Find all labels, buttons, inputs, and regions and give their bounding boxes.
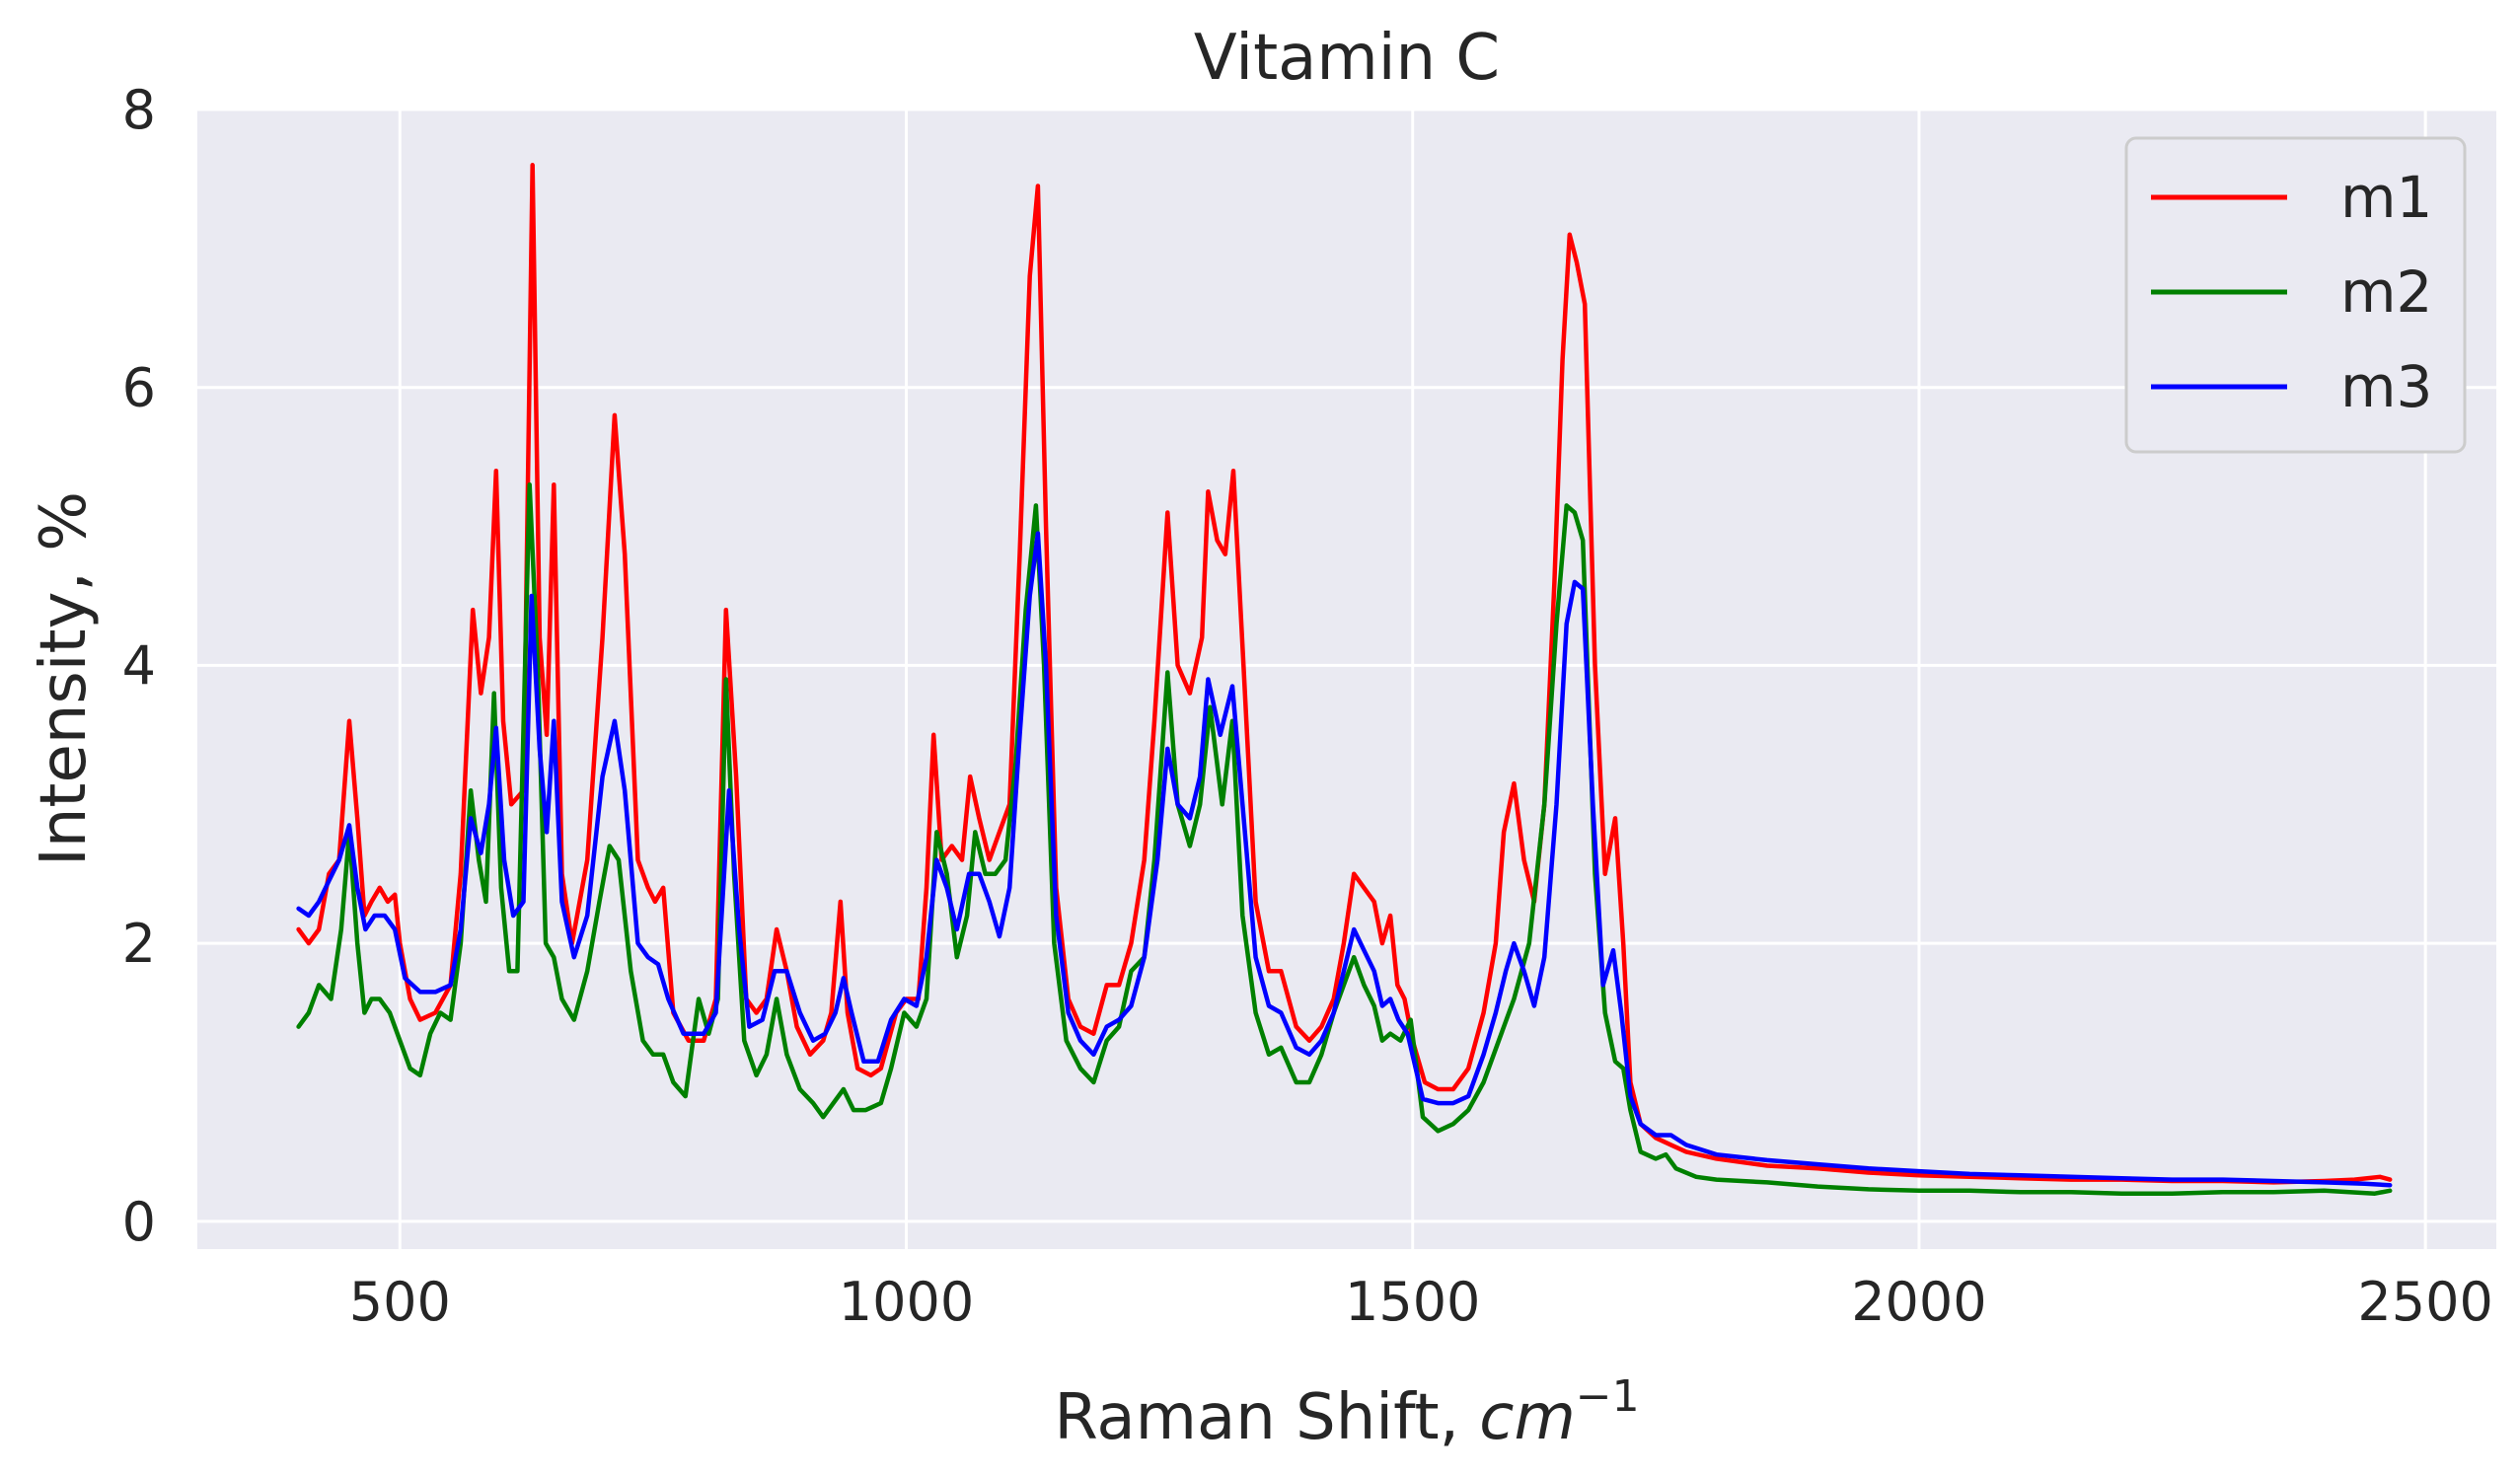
chart-title: Vitamin C [1194, 22, 1500, 95]
legend-label-m3: m3 [2340, 353, 2432, 420]
y-tick-label: 2 [122, 913, 156, 975]
y-tick-label: 4 [122, 634, 156, 697]
y-axis-ticks: 0 2 4 6 8 [122, 79, 156, 1253]
series-line-m1 [296, 163, 2393, 1185]
x-tick-label: 1000 [839, 1271, 974, 1333]
legend-box [2124, 136, 2467, 454]
legend-label-m1: m1 [2340, 164, 2432, 231]
y-tick-label: 0 [122, 1191, 156, 1253]
x-tick-label: 500 [349, 1271, 451, 1333]
x-axis-title-exponent: −1 [1576, 1371, 1640, 1422]
y-axis-title: Intensity, % [28, 491, 101, 866]
x-tick-label: 2500 [2357, 1271, 2492, 1333]
x-axis-title-text: Raman Shift, [1054, 1381, 1459, 1454]
x-axis-ticks: 500 1000 1500 2000 2500 [349, 1271, 2493, 1333]
x-tick-label: 1500 [1345, 1271, 1480, 1333]
series-layer [296, 163, 2393, 1196]
y-tick-label: 8 [122, 79, 156, 141]
series-line-m3 [296, 531, 2393, 1188]
legend-label-m2: m2 [2340, 258, 2432, 326]
x-axis-title: Raman Shift, cm−1 [1054, 1371, 1639, 1454]
grid-lines [197, 108, 2496, 1249]
y-tick-label: 6 [122, 357, 156, 419]
plot-area-background [197, 110, 2496, 1249]
legend: m1 m2 m3 [2124, 136, 2467, 454]
x-axis-title-unit: cm [1479, 1381, 1576, 1454]
x-tick-label: 2000 [1851, 1271, 1986, 1333]
